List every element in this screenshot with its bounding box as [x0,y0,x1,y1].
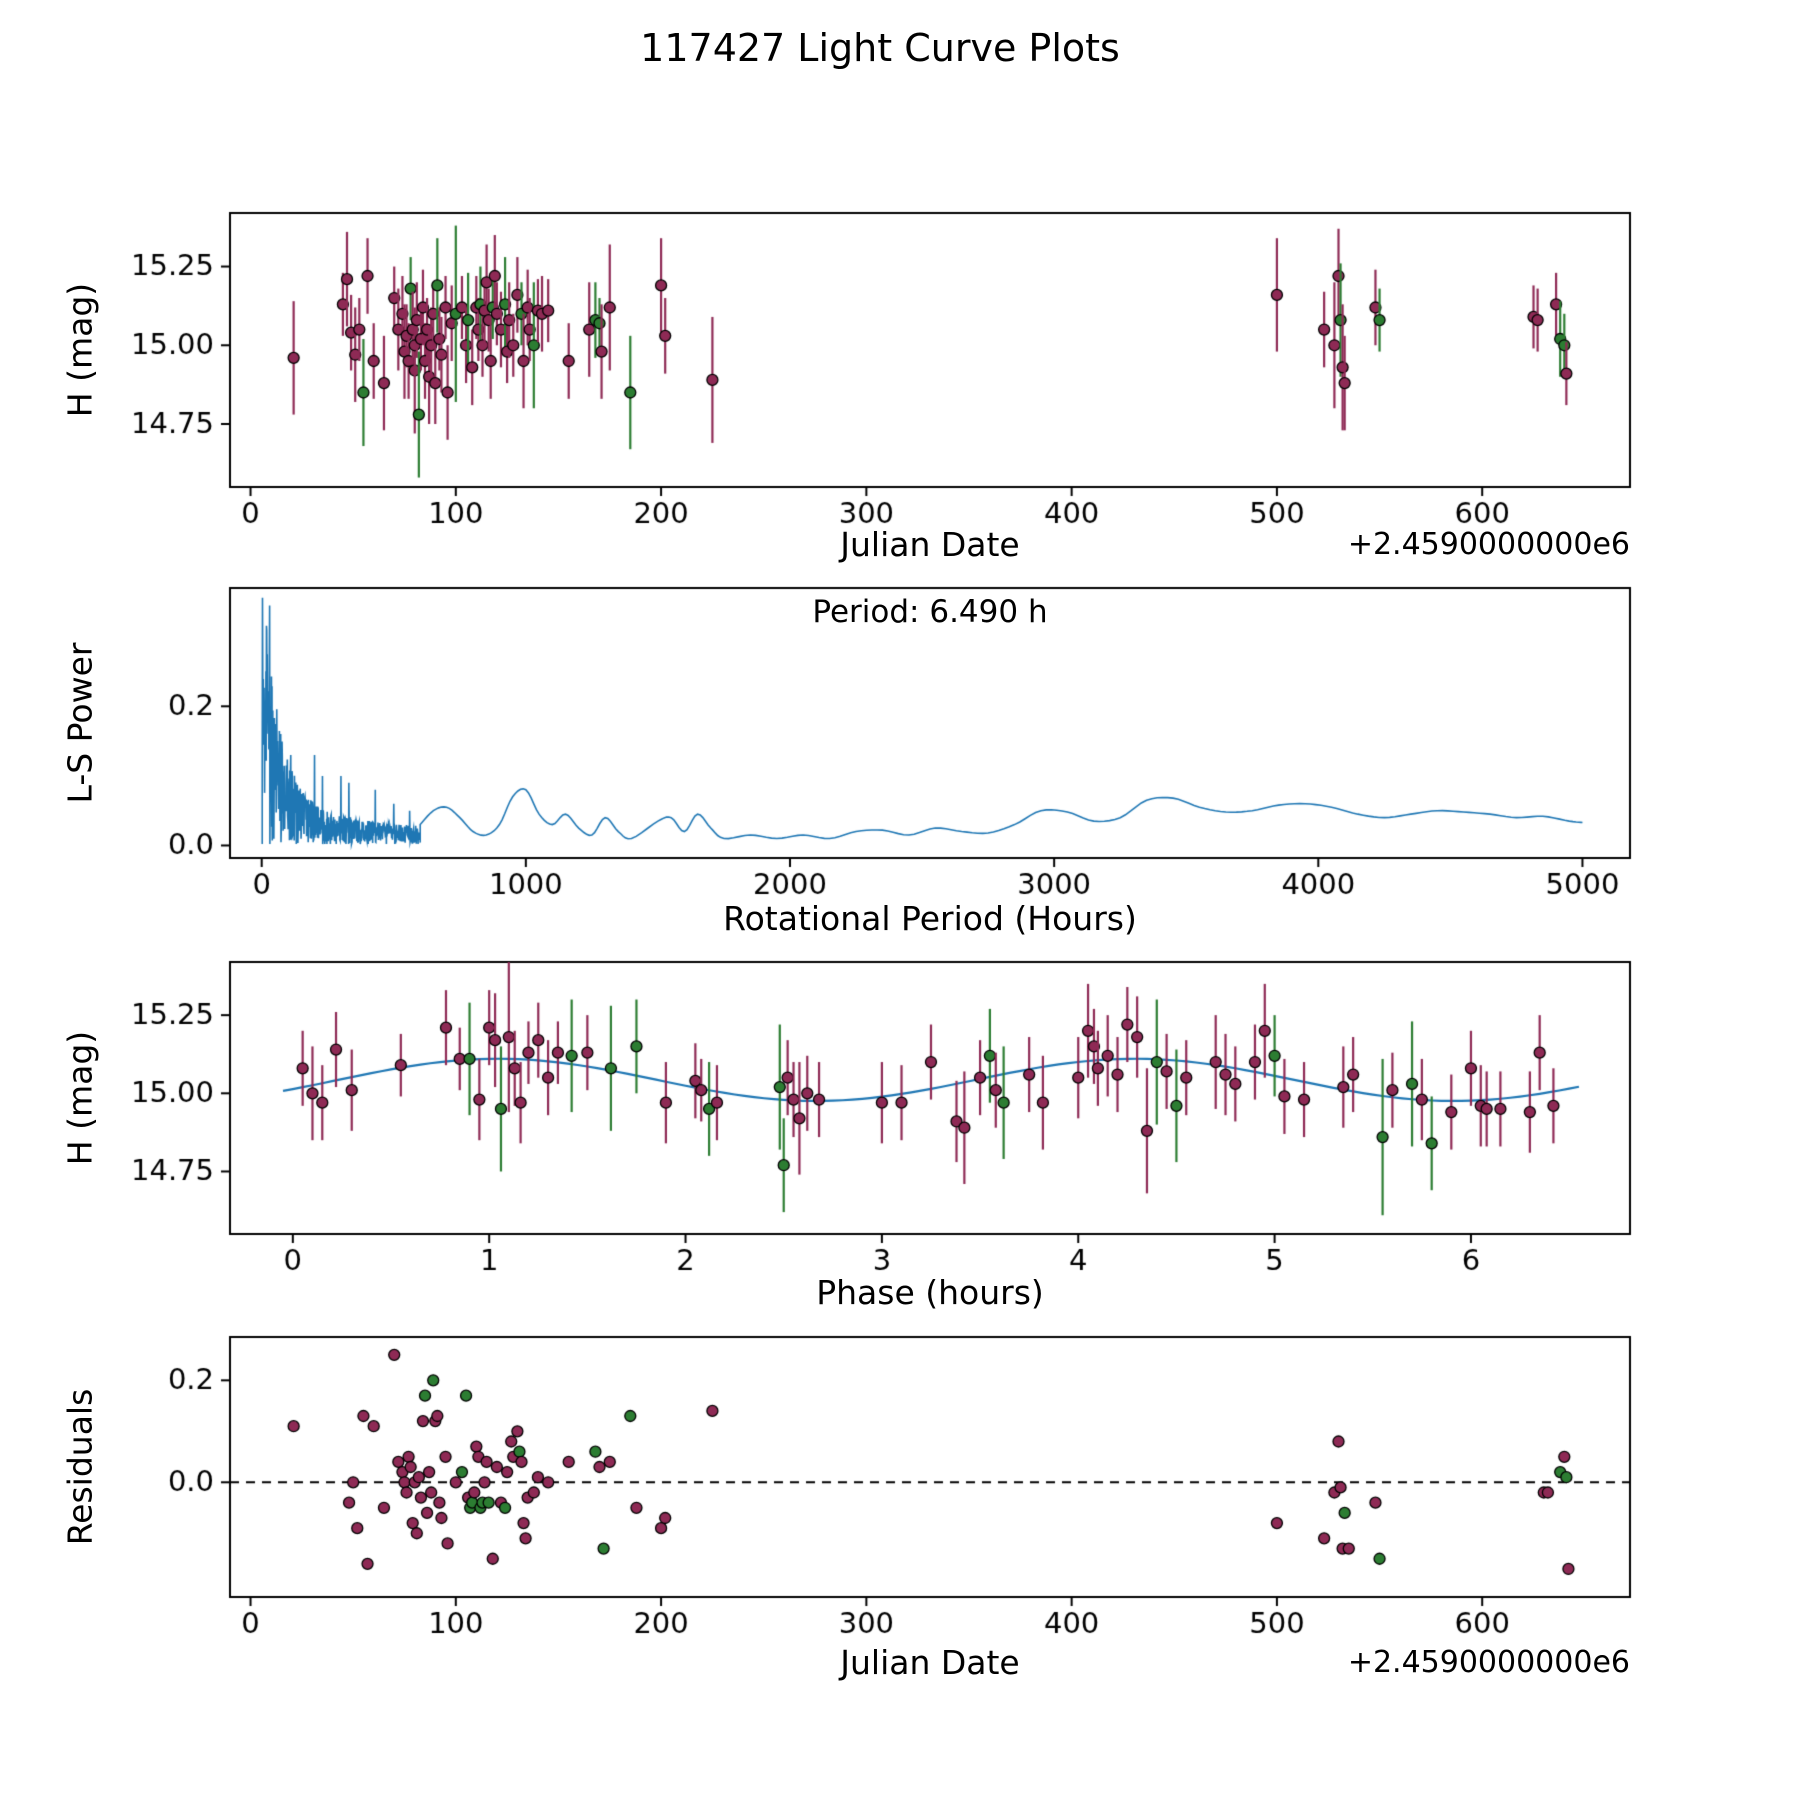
period-annotation: Period: 6.490 h [812,594,1048,630]
p4-x-offset-text: +2.4590000000e6 [1347,1645,1630,1680]
p1-xlabel: Julian Date [840,525,1020,564]
figure-title: 117427 Light Curve Plots [640,26,1120,70]
p2-xlabel: Rotational Period (Hours) [723,899,1137,938]
p4-xlabel: Julian Date [840,1643,1020,1682]
p3-ylabel: H (mag) [60,1030,100,1166]
p3-xlabel: Phase (hours) [816,1273,1044,1312]
p1-ylabel: H (mag) [60,282,100,418]
p2-ylabel: L-S Power [60,642,100,804]
p1-x-offset-text: +2.4590000000e6 [1347,527,1630,562]
p4-ylabel: Residuals [60,1388,100,1546]
